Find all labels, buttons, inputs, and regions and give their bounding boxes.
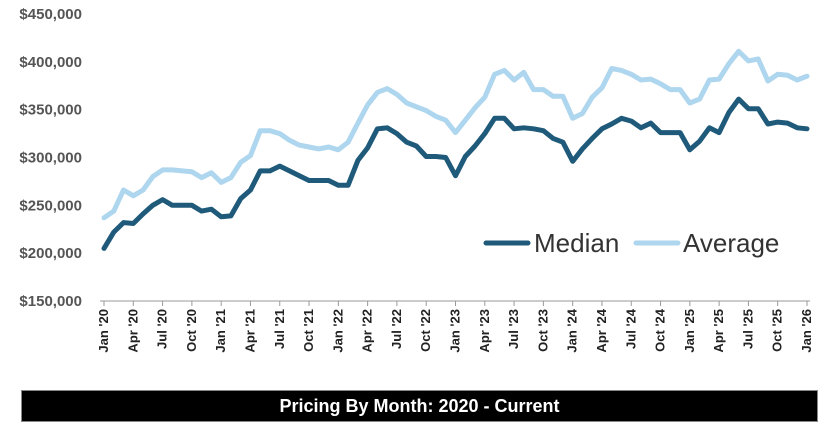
x-tick-label: Oct '22 <box>418 309 433 352</box>
x-tick-label: Jan '24 <box>565 308 580 352</box>
x-tick-label: Oct '21 <box>301 309 316 352</box>
x-tick-label: Jan '23 <box>448 309 463 353</box>
x-tick-label: Jan '22 <box>330 309 345 353</box>
x-tick-label: Oct '23 <box>535 309 550 352</box>
y-tick-label: $200,000 <box>19 245 82 262</box>
y-tick-label: $350,000 <box>19 102 82 119</box>
x-tick-label: Apr '22 <box>360 309 375 353</box>
chart-title-banner: Pricing By Month: 2020 - Current <box>21 390 818 422</box>
series-line-median <box>101 96 810 251</box>
x-tick-label: Apr '20 <box>125 309 140 353</box>
y-axis: $150,000 $200,000 $250,000 $300,000 $350,000… <box>19 6 82 310</box>
line-chart: $150,000 $200,000 $250,000 $300,000 $350,000… <box>19 6 814 353</box>
x-tick-label: Jul '24 <box>623 308 638 349</box>
y-tick-label: $150,000 <box>19 293 82 310</box>
x-tick-label: Oct '25 <box>770 309 785 352</box>
series-line-average <box>101 48 810 221</box>
legend: Median Average <box>483 228 779 258</box>
x-tick-label: Jan '26 <box>799 309 814 353</box>
x-axis: Jan '20 Apr '20 Jul '20 Oct '20 Jan '21 Apr '… <box>96 301 814 353</box>
x-tick-label: Jul '21 <box>272 309 287 349</box>
y-tick-label: $250,000 <box>19 197 82 214</box>
x-tick-label: Jan '25 <box>682 309 697 353</box>
x-tick-label: Jan '21 <box>213 309 228 353</box>
x-tick-label: Jul '23 <box>506 309 521 349</box>
x-tick-label: Apr '21 <box>242 309 257 353</box>
x-tick-label: Jul '20 <box>155 309 170 349</box>
y-tick-label: $400,000 <box>19 54 82 71</box>
y-tick-label: $450,000 <box>19 6 82 23</box>
x-tick-label: Apr '24 <box>594 308 609 352</box>
x-tick-label: Jan '20 <box>96 309 111 353</box>
series-lines <box>101 48 810 251</box>
x-tick-label: Oct '24 <box>653 308 668 352</box>
x-tick-label: Apr '23 <box>477 309 492 353</box>
x-tick-label: Jul '25 <box>740 309 755 349</box>
legend-label-median: Median <box>534 228 619 258</box>
x-tick-label: Apr '25 <box>711 309 726 353</box>
x-tick-label: Jul '22 <box>389 309 404 349</box>
y-tick-label: $300,000 <box>19 150 82 167</box>
x-tick-label: Oct '20 <box>184 309 199 352</box>
legend-label-average: Average <box>683 228 779 258</box>
